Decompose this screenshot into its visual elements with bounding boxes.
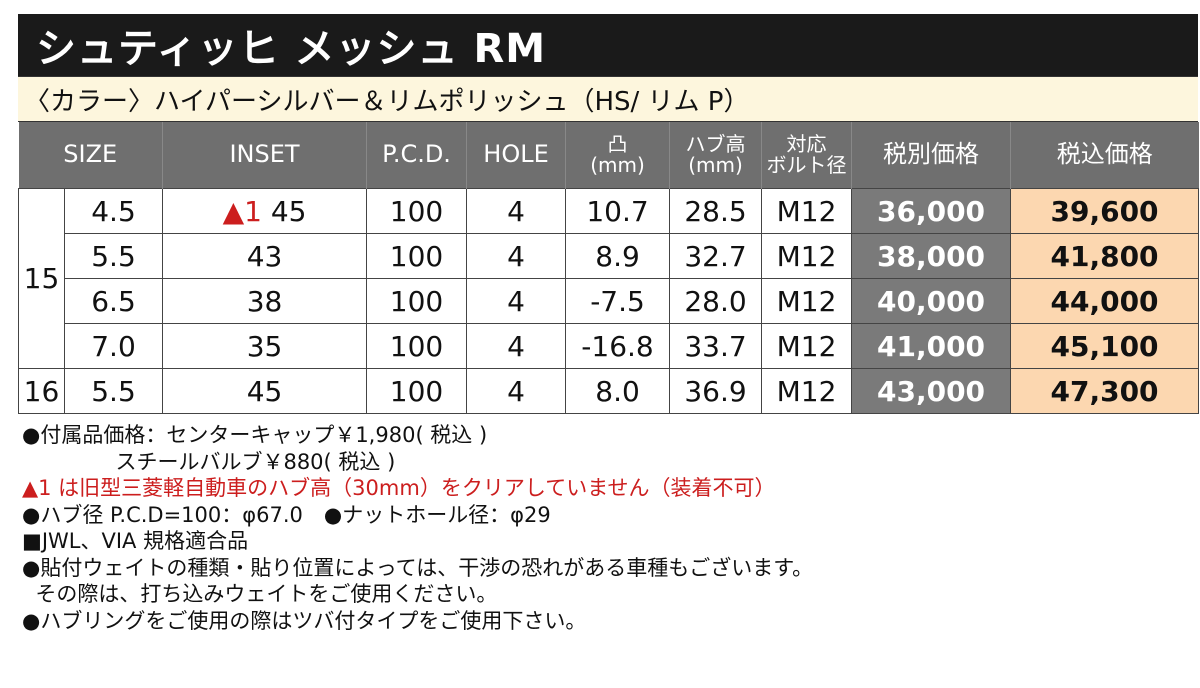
table-row: 6.5 38 100 4 -7.5 28.0 M12 40,000 44,000 — [19, 278, 1200, 324]
color-description: 〈カラー〉ハイパーシルバー＆リムポリッシュ（HS/ リム P） — [18, 76, 1198, 122]
notes-section: ●付属品価格：センターキャップ￥1,980( 税込 ) スチールバルブ￥880(… — [22, 422, 1182, 634]
hub-cell: 32.7 — [669, 233, 763, 279]
table-row: 5.5 43 100 4 8.9 32.7 M12 38,000 41,800 — [19, 233, 1200, 279]
hub-cell: 28.5 — [669, 188, 763, 234]
hub-cell: 36.9 — [669, 368, 763, 414]
pcd-cell: 100 — [366, 368, 468, 414]
header-tax-price: 税込価格 — [1010, 122, 1199, 189]
hole-cell: 4 — [466, 278, 567, 324]
inset-value: 45 — [270, 194, 307, 228]
header-row: SIZE INSET P.C.D. HOLE 凸 (mm) ハブ高 (mm) 対応ボ… — [18, 122, 1199, 189]
net-cell: 41,000 — [851, 323, 1012, 369]
table-row: 16 5.5 45 100 4 8.0 36.9 M12 43,000 47,300 — [18, 368, 1200, 414]
pcd-cell: 100 — [366, 323, 468, 369]
note-line: スチールバルブ￥880( 税込 ) — [22, 449, 396, 474]
product-title: シュティッヒ メッシュ RM — [18, 14, 1198, 76]
hole-cell: 4 — [466, 368, 567, 414]
header-convex: 凸 (mm) — [565, 122, 671, 189]
bolt-cell: M12 — [761, 368, 853, 414]
tax-cell: 39,600 — [1010, 188, 1200, 234]
convex-cell: -7.5 — [565, 278, 671, 324]
hub-cell: 33.7 — [669, 323, 763, 369]
convex-cell: 8.0 — [565, 368, 671, 414]
size-cell: 4.5 — [63, 188, 164, 234]
size-cell: 7.0 — [63, 323, 164, 369]
spec-table: SIZE INSET P.C.D. HOLE 凸 (mm) ハブ高 (mm) 対応ボ… — [18, 122, 1200, 414]
header-pcd: P.C.D. — [366, 122, 468, 189]
inset-cell: 38 — [162, 278, 368, 324]
warning-mark: ▲1 — [222, 194, 262, 228]
size-cell: 5.5 — [63, 368, 164, 414]
header-size: SIZE — [18, 122, 164, 189]
net-cell: 36,000 — [851, 188, 1012, 234]
net-cell: 40,000 — [851, 278, 1012, 324]
convex-cell: 10.7 — [565, 188, 671, 234]
note-line: ▲1 は旧型三菱軽自動車のハブ高（30mm）をクリアしていません（装着不可） — [22, 476, 776, 500]
header-net-price: 税別価格 — [851, 122, 1012, 189]
net-cell: 38,000 — [851, 233, 1012, 279]
tax-cell: 45,100 — [1010, 323, 1200, 369]
tax-cell: 47,300 — [1010, 368, 1200, 414]
hole-cell: 4 — [466, 233, 567, 279]
header-hole: HOLE — [466, 122, 567, 189]
note-line: ●ハブリングをご使用の際はツバ付タイプをご使用下さい。 — [22, 608, 587, 633]
size-cell: 6.5 — [63, 278, 164, 324]
tax-cell: 41,800 — [1010, 233, 1200, 279]
hub-cell: 28.0 — [669, 278, 763, 324]
note-line: その際は、打ち込みウェイトをご使用ください。 — [22, 582, 498, 606]
inset-cell: 45 — [162, 368, 368, 414]
hole-cell: 4 — [466, 323, 567, 369]
note-line: ●付属品価格：センターキャップ￥1,980( 税込 ) — [22, 423, 488, 447]
table-row: 7.0 35 100 4 -16.8 33.7 M12 41,000 45,100 — [19, 323, 1200, 369]
note-line: ●ハブ径 P.C.D=100：φ67.0 ●ナットホール径：φ29 — [22, 502, 551, 527]
size-cell: 5.5 — [63, 233, 164, 279]
pcd-cell: 100 — [366, 233, 468, 279]
rim-diameter-cell: 16 — [18, 368, 65, 414]
inset-cell: 35 — [162, 323, 368, 369]
spec-table-body: 15 4.5 ▲1 45 100 4 10.7 28.5 M12 36,000 39,600 5.5… — [18, 188, 1200, 414]
inset-cell: ▲1 45 — [162, 188, 368, 234]
header-inset: INSET — [162, 122, 368, 189]
convex-cell: -16.8 — [565, 323, 671, 369]
table-row: 15 4.5 ▲1 45 100 4 10.7 28.5 M12 36,000 39,600 — [18, 188, 1200, 369]
hole-cell: 4 — [466, 188, 567, 234]
header-bolt-size: 対応 ボルト径 — [761, 122, 853, 189]
pcd-cell: 100 — [366, 278, 468, 324]
bolt-cell: M12 — [761, 233, 853, 279]
bolt-cell: M12 — [761, 323, 853, 369]
bolt-cell: M12 — [761, 278, 853, 324]
bolt-cell: M12 — [761, 188, 853, 234]
pcd-cell: 100 — [366, 188, 468, 234]
net-cell: 43,000 — [851, 368, 1012, 414]
note-line: ●貼付ウェイトの種類・貼り位置によっては、干渉の恐れがある車種もございます。 — [22, 555, 814, 580]
convex-cell: 8.9 — [565, 233, 671, 279]
rim-diameter-cell: 15 — [18, 188, 65, 369]
inset-cell: 43 — [162, 233, 368, 279]
tax-cell: 44,000 — [1010, 278, 1200, 324]
header-hub-height: ハブ高 (mm) — [669, 122, 763, 189]
note-line: ■JWL、VIA 規格適合品 — [22, 529, 249, 553]
